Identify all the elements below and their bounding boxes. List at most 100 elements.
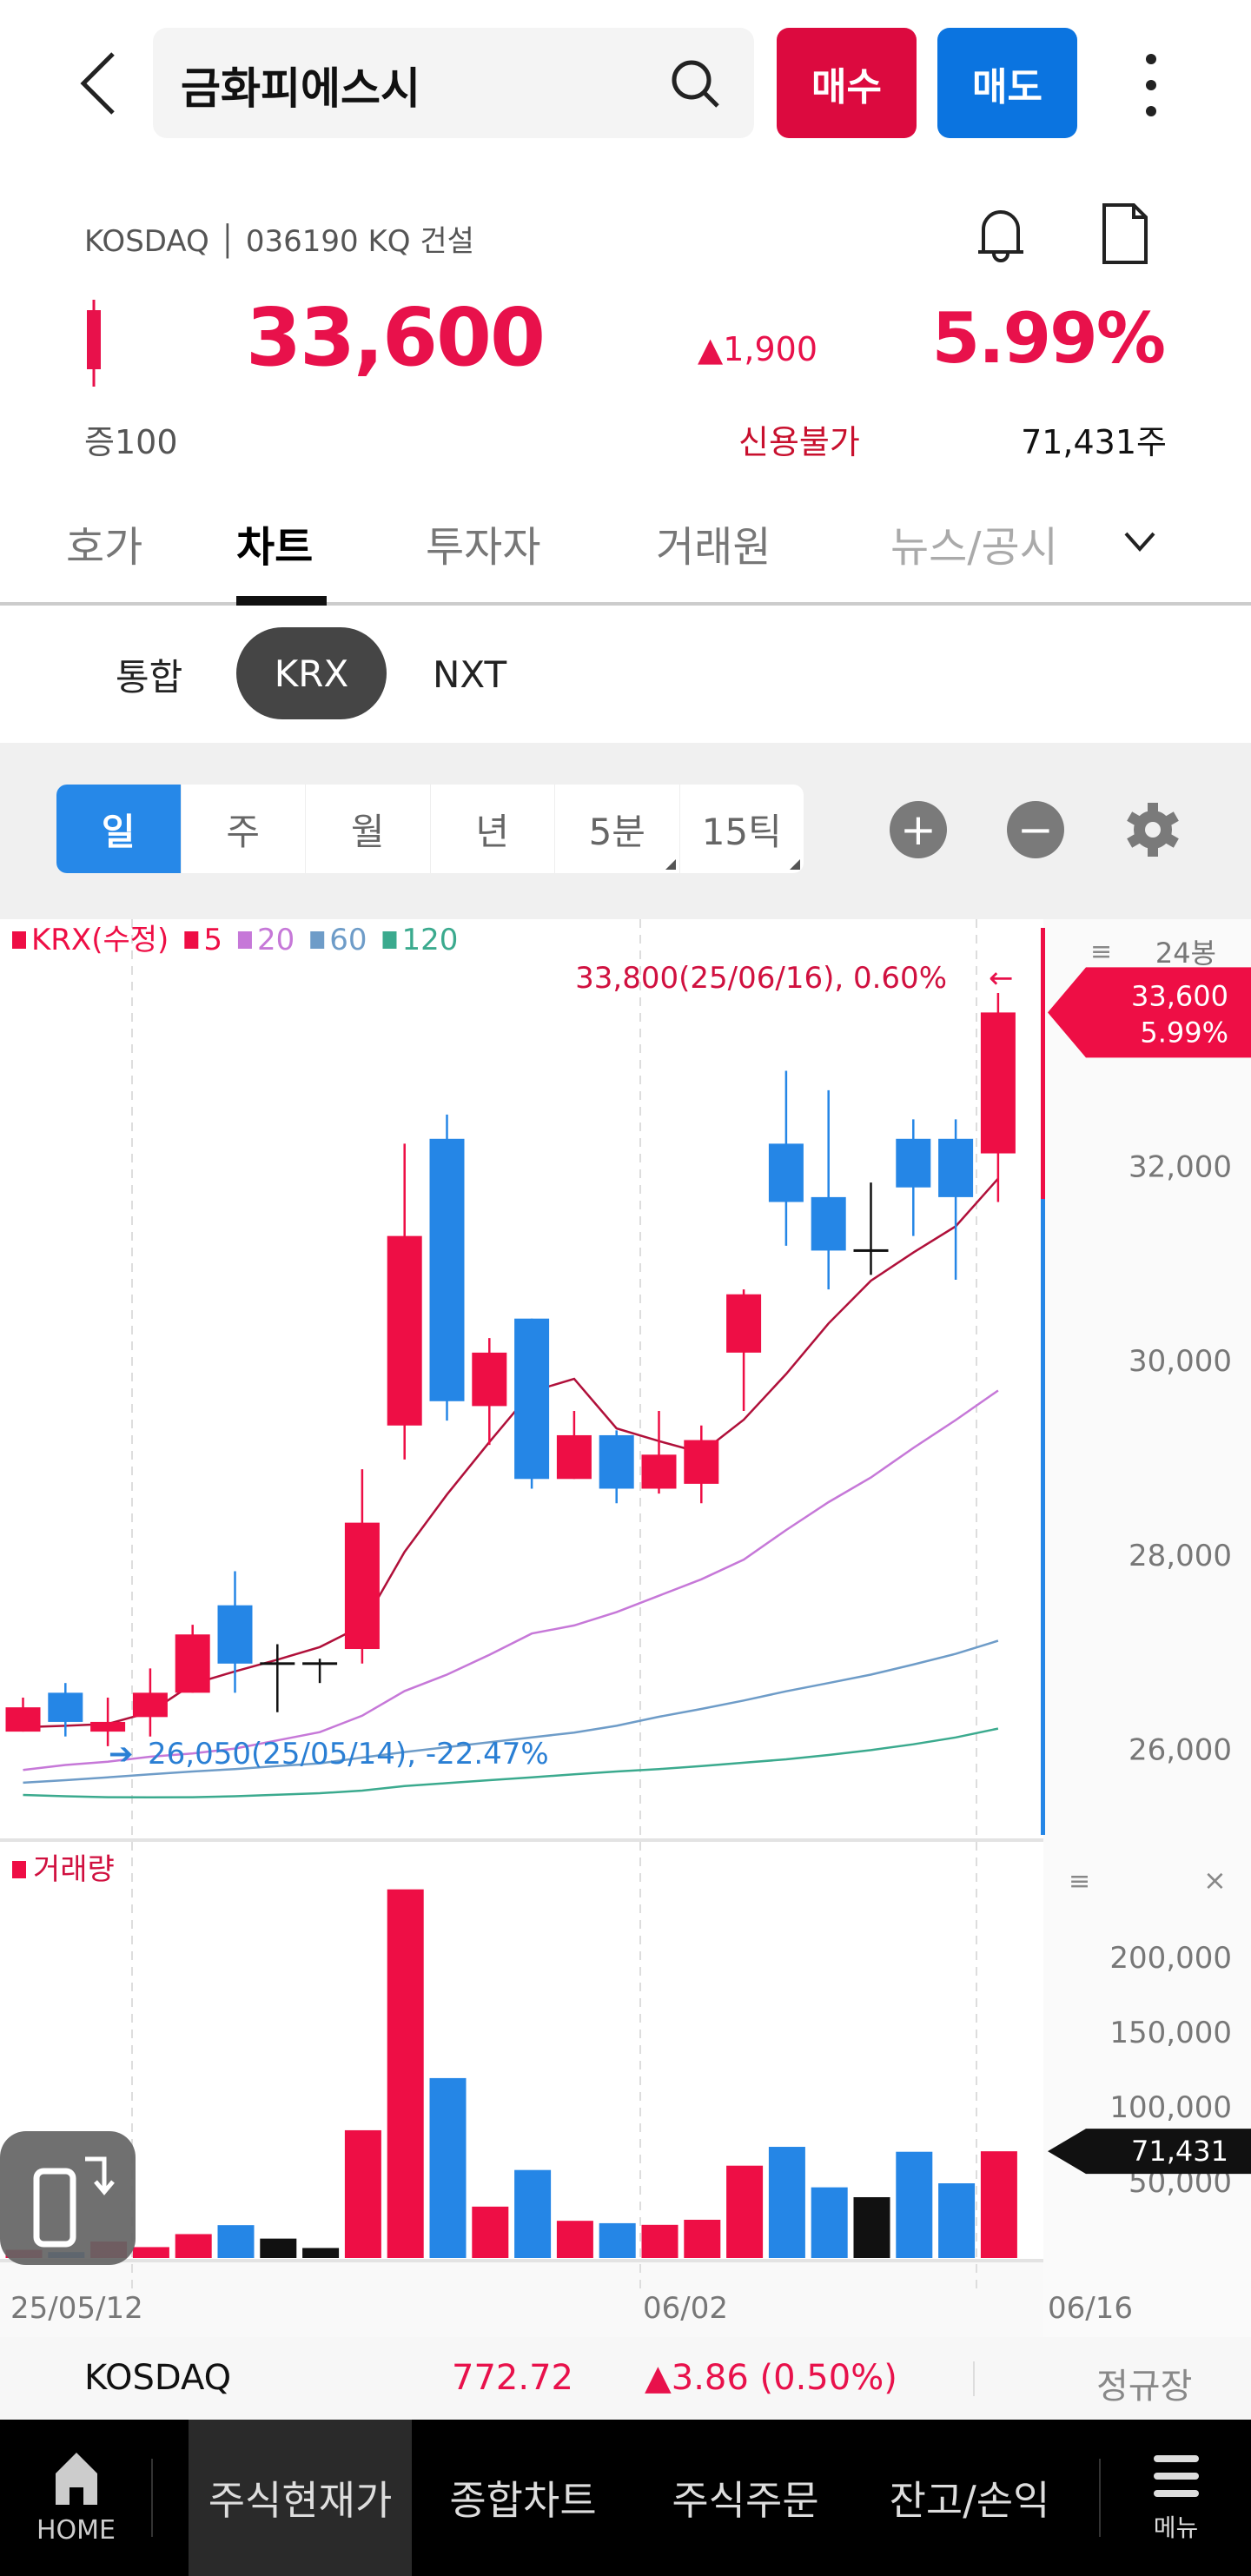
zoom-in-button[interactable]: +	[890, 801, 947, 858]
candle-body	[896, 1138, 931, 1188]
bell-icon[interactable]	[973, 202, 1029, 268]
legend-swatch	[12, 931, 26, 949]
venue-nxt[interactable]: NXT	[433, 652, 507, 696]
buy-button[interactable]: 매수	[777, 28, 917, 138]
volume-list-icon[interactable]: ≡	[1069, 1866, 1090, 1897]
candle	[344, 1469, 380, 1664]
current-volume-label: 71,431	[1131, 2135, 1228, 2168]
volume-legend: 거래량	[33, 1852, 115, 1887]
current-pct-label: 5.99%	[1140, 1016, 1228, 1049]
period-day[interactable]: 일	[56, 785, 182, 873]
dropdown-corner-icon	[665, 859, 676, 870]
volume-bar	[217, 2225, 255, 2258]
max-price-annotation: 33,800(25/06/16), 0.60%	[575, 961, 947, 996]
search-box[interactable]: 금화피에스시	[153, 28, 754, 138]
candle	[217, 1571, 253, 1693]
current-price-flag	[1048, 967, 1251, 1058]
stock-chart[interactable]: KRX(수정) 5 20 60 120 ≡ 24봉 32,000 30,000 28,000…	[0, 919, 1251, 2337]
rotate-screen-button[interactable]	[0, 2131, 136, 2265]
price-range-down-bar	[1041, 1199, 1045, 1835]
period-month[interactable]: 월	[306, 785, 431, 873]
axis-panel	[1043, 919, 1251, 2337]
period-5min[interactable]: 5분	[555, 785, 680, 873]
candle	[387, 1143, 422, 1460]
period-selector: 일 주 월 년 5분 15틱	[56, 785, 804, 873]
search-input[interactable]: 금화피에스시	[181, 63, 420, 114]
nav-balance[interactable]: 잔고/손익	[889, 2477, 1050, 2524]
candle-body	[48, 1692, 83, 1722]
volume-tick-label: 150,000	[1109, 2016, 1232, 2050]
more-options-icon[interactable]	[1138, 50, 1164, 120]
close-volume-icon[interactable]: ×	[1203, 1864, 1227, 1897]
candle	[175, 1625, 210, 1693]
ma120-line	[23, 1727, 999, 1799]
nav-stock-price[interactable]: 주식현재가	[189, 2420, 412, 2576]
candle-body	[684, 1440, 719, 1484]
tab-chart[interactable]: 차트	[236, 523, 314, 572]
candle	[811, 1089, 846, 1290]
chart-legend: KRX(수정) 5 20 60 120	[12, 923, 458, 957]
volume-bar	[684, 2219, 721, 2258]
volume-bar	[896, 2151, 933, 2258]
candle	[260, 1644, 295, 1712]
volume-bar	[938, 2183, 976, 2258]
legend-swatch	[184, 931, 199, 949]
nav-menu[interactable]: 메뉴	[1101, 2420, 1251, 2576]
index-name: KOSDAQ	[84, 2358, 232, 2398]
gear-icon[interactable]	[1122, 799, 1183, 860]
divider	[151, 2459, 153, 2537]
price-range-up-bar	[1041, 928, 1045, 1199]
y-tick-label: 28,000	[1129, 1539, 1232, 1573]
candle-body	[175, 1634, 210, 1693]
volume-tick-label: 100,000	[1109, 2090, 1232, 2125]
candle-body	[514, 1318, 550, 1480]
tab-news[interactable]: 뉴스/공시	[890, 523, 1058, 572]
venue-integrated[interactable]: 통합	[116, 655, 183, 699]
hamburger-icon	[1153, 2455, 1199, 2497]
volume-legend-swatch	[12, 1861, 26, 1878]
y-tick-label: 26,000	[1129, 1732, 1232, 1767]
nav-home[interactable]: HOME	[0, 2420, 152, 2576]
tab-orderbook[interactable]: 호가	[66, 523, 143, 572]
candle	[90, 1697, 126, 1746]
volume-bar	[768, 2147, 805, 2258]
margin-rate: 증100	[84, 423, 178, 461]
candle-body	[726, 1294, 762, 1353]
tab-broker[interactable]: 거래원	[656, 523, 771, 572]
tab-divider	[0, 602, 1251, 606]
volume-bar	[344, 2129, 381, 2258]
nav-order[interactable]: 주식주문	[672, 2477, 819, 2524]
zoom-out-button[interactable]: −	[1007, 801, 1064, 858]
sell-button[interactable]: 매도	[937, 28, 1077, 138]
chevron-down-icon[interactable]	[1121, 521, 1159, 560]
tab-investor[interactable]: 투자자	[426, 523, 541, 572]
market-index-bar[interactable]: KOSDAQ 772.72 ▲3.86 (0.50%) 정규장	[0, 2337, 1251, 2420]
volume-bars	[5, 1889, 1017, 2258]
bottom-nav: HOME 주식현재가 종합차트 주식주문 잔고/손익 메뉴	[0, 2420, 1251, 2576]
bar-count: 24봉	[1155, 937, 1216, 970]
document-icon[interactable]	[1099, 202, 1151, 266]
period-15tick[interactable]: 15틱	[680, 785, 804, 873]
nav-chart[interactable]: 종합차트	[449, 2477, 597, 2524]
candle-body	[768, 1143, 804, 1202]
period-week[interactable]: 주	[182, 785, 306, 873]
candle	[853, 1182, 889, 1275]
venue-krx[interactable]: KRX	[236, 627, 387, 719]
divider	[973, 2361, 975, 2396]
period-year[interactable]: 년	[431, 785, 555, 873]
back-arrow-icon[interactable]	[76, 50, 120, 116]
x-tick-label: 25/05/12	[10, 2291, 143, 2326]
left-arrow-icon: ←	[989, 961, 1014, 996]
right-arrow-icon: ➔	[109, 1737, 134, 1771]
candle	[684, 1425, 719, 1504]
candle	[556, 1410, 592, 1480]
x-tick-label: 06/02	[643, 2291, 728, 2326]
divider	[1099, 2459, 1101, 2537]
index-value: 772.72	[452, 2358, 573, 2398]
search-icon[interactable]	[665, 54, 726, 115]
trade-volume: 71,431주	[1021, 423, 1167, 461]
list-icon[interactable]: ≡	[1090, 937, 1112, 967]
volume-bar	[853, 2196, 890, 2258]
period-label: 15틱	[701, 810, 782, 853]
home-icon	[55, 2452, 97, 2505]
